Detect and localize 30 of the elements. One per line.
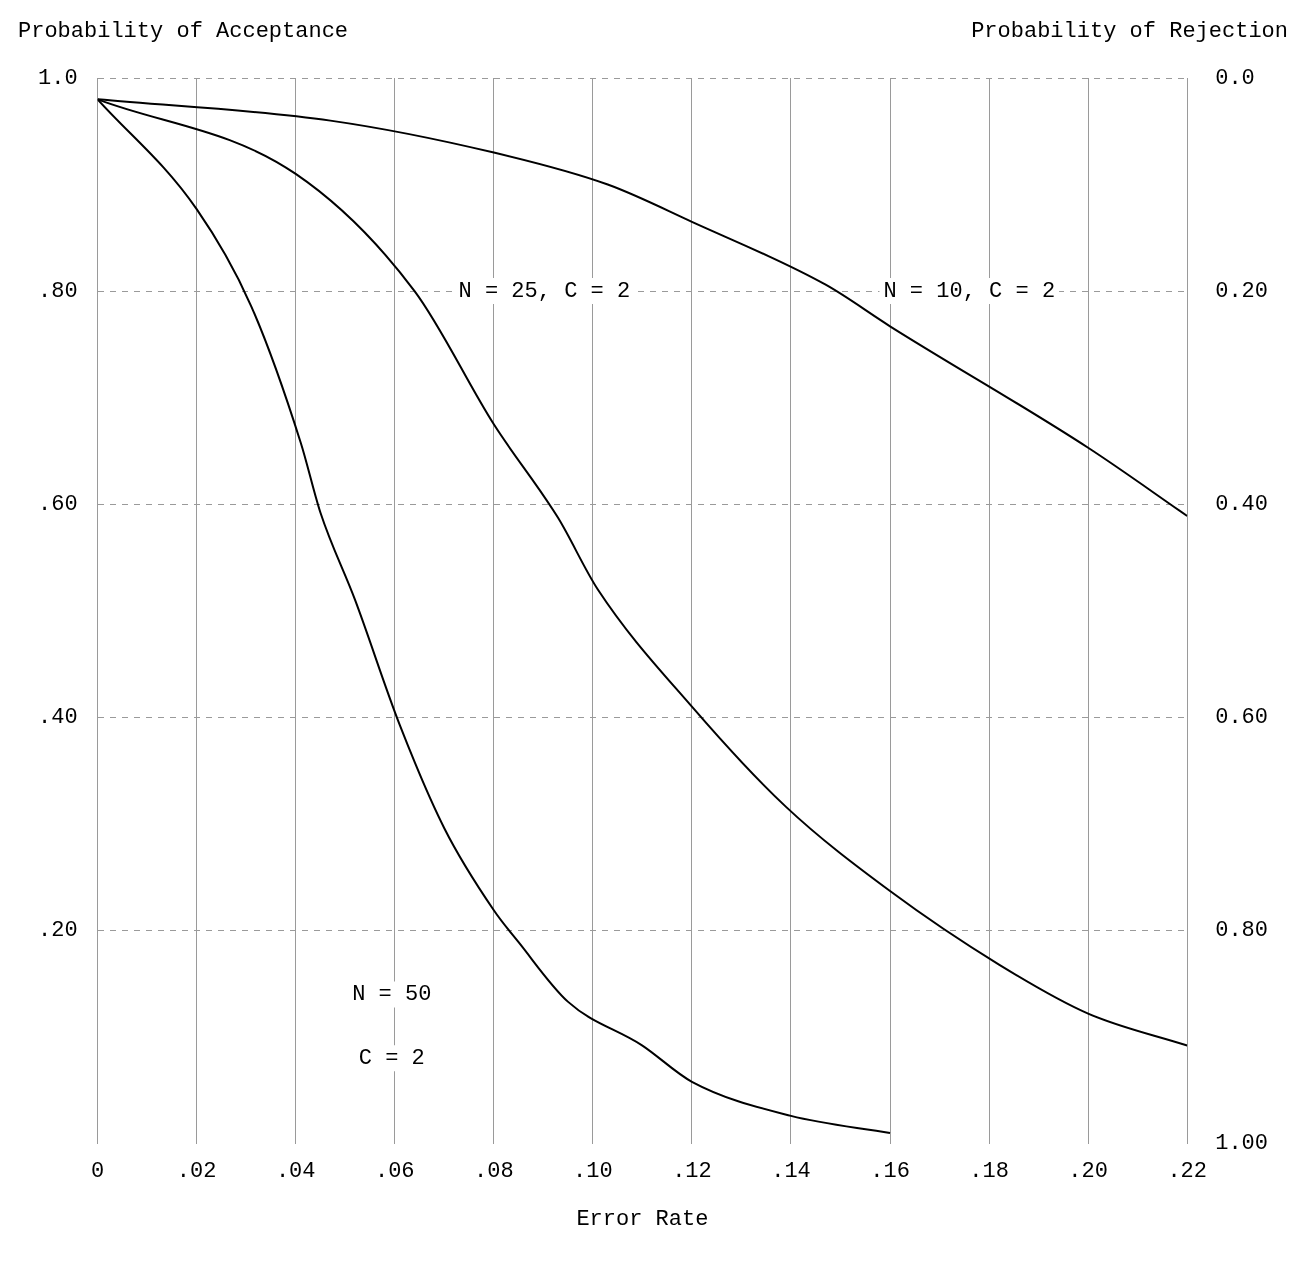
x-tick-label: .08 — [474, 1158, 514, 1184]
y2-tick-label: 0.0 — [1215, 65, 1255, 91]
x-tick-label: .16 — [870, 1158, 910, 1184]
x-tick-label: .14 — [771, 1158, 811, 1184]
y-tick-label: .40 — [38, 705, 78, 731]
y-tick-label: .80 — [38, 278, 78, 304]
y2-tick-label: 0.20 — [1215, 278, 1268, 304]
annotation: N = 25, C = 2 — [458, 278, 631, 304]
annotation: C = 2 — [358, 1046, 425, 1072]
annotation: N = 50 — [352, 982, 432, 1008]
y-tick-label: .60 — [38, 492, 78, 518]
y2-tick-label: 0.80 — [1215, 918, 1268, 944]
x-tick-label: .20 — [1068, 1158, 1108, 1184]
x-tick-label: .12 — [672, 1158, 712, 1184]
x-tick-label: .22 — [1167, 1158, 1207, 1184]
x-tick-label: .06 — [374, 1158, 415, 1184]
x-tick-label: .02 — [176, 1158, 217, 1184]
x-tick-label: .18 — [969, 1158, 1009, 1184]
y2-tick-label: 1.00 — [1215, 1131, 1268, 1157]
x-tick-label: 0 — [91, 1158, 105, 1184]
y2-axis-title: Probability of Rejection — [971, 18, 1288, 44]
y-tick-label: 1.0 — [38, 65, 78, 91]
y-axis-title: Probability of Acceptance — [18, 18, 349, 44]
x-axis-title: Error Rate — [576, 1206, 709, 1232]
x-tick-label: .10 — [573, 1158, 613, 1184]
y2-tick-label: 0.60 — [1215, 705, 1268, 731]
annotation: N = 10, C = 2 — [883, 278, 1056, 304]
x-tick-label: .04 — [275, 1158, 316, 1184]
y2-tick-label: 0.40 — [1215, 492, 1268, 518]
y-tick-label: .20 — [38, 918, 78, 944]
